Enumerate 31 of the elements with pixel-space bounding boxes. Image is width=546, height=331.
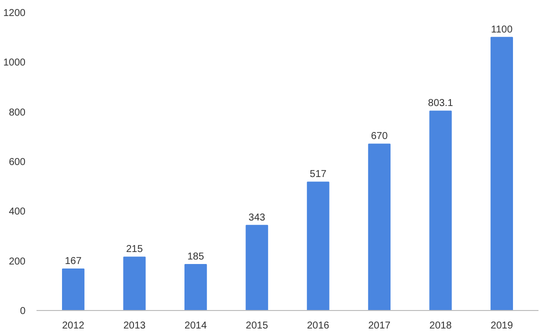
data-label: 167 bbox=[64, 256, 82, 268]
bar bbox=[123, 256, 146, 310]
x-tick-label: 2016 bbox=[306, 320, 330, 331]
bar bbox=[368, 144, 391, 310]
y-tick-label: 200 bbox=[8, 256, 26, 268]
data-label: 1100 bbox=[491, 24, 513, 36]
bar bbox=[246, 224, 268, 310]
data-label: 343 bbox=[248, 212, 266, 224]
y-tick-label: 400 bbox=[8, 206, 26, 218]
x-tick-label: 2019 bbox=[490, 320, 514, 331]
x-tick-label: 2013 bbox=[123, 320, 146, 331]
bar bbox=[184, 264, 207, 310]
data-label: 185 bbox=[187, 252, 204, 263]
y-tick-label: 800 bbox=[8, 107, 26, 118]
data-label: 215 bbox=[126, 244, 144, 256]
data-label: 670 bbox=[370, 131, 388, 142]
bar bbox=[429, 110, 452, 310]
x-tick-label: 2012 bbox=[62, 320, 85, 331]
x-tick-label: 2014 bbox=[184, 320, 208, 331]
y-tick-label: 600 bbox=[8, 157, 26, 168]
data-label: 517 bbox=[310, 169, 327, 180]
bar bbox=[62, 268, 84, 310]
x-tick-label: 2017 bbox=[368, 320, 391, 331]
y-tick-label: 0 bbox=[20, 306, 26, 317]
data-label: 803.1 bbox=[428, 98, 454, 110]
x-tick-label: 2018 bbox=[429, 320, 452, 331]
bar bbox=[306, 182, 330, 310]
y-tick-label: 1200 bbox=[3, 8, 26, 19]
y-tick-label: 1000 bbox=[3, 58, 26, 69]
x-tick-label: 2015 bbox=[246, 320, 268, 331]
bar bbox=[490, 36, 513, 310]
